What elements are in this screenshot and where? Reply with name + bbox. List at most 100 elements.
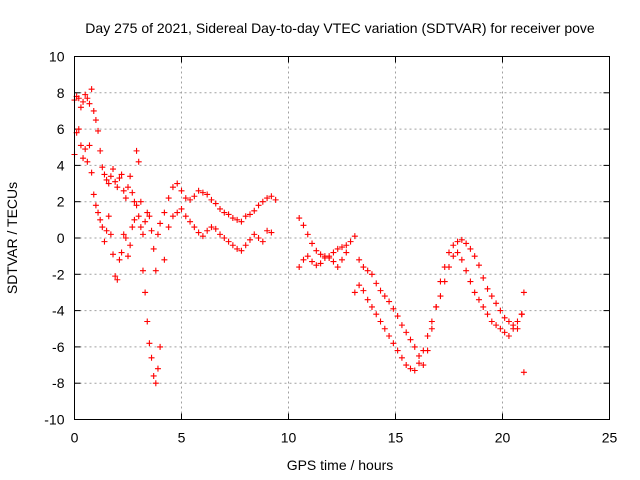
data-point-series-2 — [514, 318, 521, 325]
y-tick-label: 4 — [57, 157, 65, 173]
data-point-series-2 — [195, 229, 202, 236]
data-point-series-1 — [351, 233, 358, 240]
data-point-series-1 — [420, 362, 427, 369]
data-point-series-2 — [178, 205, 185, 212]
data-point-series-2 — [169, 213, 176, 220]
data-point-series-1 — [212, 200, 219, 207]
data-point-series-1 — [246, 211, 253, 218]
data-point-series-1 — [475, 262, 482, 269]
data-point-series-2 — [334, 264, 341, 271]
data-point-series-2 — [107, 231, 114, 238]
data-point-series-1 — [86, 100, 93, 107]
data-point-series-2 — [80, 155, 87, 162]
data-point-series-2 — [390, 340, 397, 347]
data-point-series-1 — [501, 314, 508, 321]
data-point-series-2 — [182, 213, 189, 220]
y-tick-label: -8 — [52, 375, 65, 391]
data-point-series-2 — [174, 209, 181, 216]
data-point-series-1 — [488, 293, 495, 300]
data-point-series-2 — [454, 249, 461, 256]
data-point-series-2 — [97, 216, 104, 223]
data-point-series-1 — [191, 193, 198, 200]
data-point-series-1 — [187, 196, 194, 203]
data-point-series-1 — [112, 178, 119, 185]
data-point-series-1 — [182, 195, 189, 202]
data-point-series-1 — [133, 202, 140, 209]
data-point-series-1 — [77, 104, 84, 111]
y-tick-label: -2 — [52, 266, 65, 282]
data-point-series-1 — [313, 247, 320, 254]
data-point-series-2 — [450, 253, 457, 260]
data-point-series-2 — [313, 262, 320, 269]
data-point-series-2 — [356, 282, 363, 289]
data-point-series-1 — [139, 231, 146, 238]
data-point-series-1 — [386, 298, 393, 305]
data-point-series-2 — [77, 142, 84, 149]
data-point-series-1 — [255, 202, 262, 209]
data-point-series-1 — [484, 285, 491, 292]
x-tick-label: 20 — [495, 430, 511, 446]
data-point-series-2 — [208, 224, 215, 231]
data-point-series-2 — [135, 158, 142, 165]
x-tick-label: 25 — [602, 430, 618, 446]
data-point-series-2 — [467, 278, 474, 285]
data-point-series-2 — [488, 318, 495, 325]
data-point-series-1 — [84, 95, 91, 102]
data-point-series-1 — [407, 336, 414, 343]
plot-frame — [74, 56, 610, 420]
data-point-series-1 — [161, 209, 168, 216]
data-point-series-2 — [360, 287, 367, 294]
data-point-series-1 — [480, 274, 487, 281]
data-point-series-2 — [122, 235, 129, 241]
data-point-series-1 — [131, 198, 138, 205]
data-point-series-2 — [259, 238, 266, 245]
data-point-series-1 — [520, 289, 527, 296]
data-point-series-2 — [377, 318, 384, 325]
data-point-series-1 — [88, 86, 95, 93]
data-point-series-1 — [142, 218, 149, 225]
data-point-series-1 — [97, 147, 104, 154]
data-point-series-1 — [110, 166, 117, 173]
data-point-series-1 — [127, 173, 134, 180]
data-point-series-1 — [403, 329, 410, 336]
data-point-series-2 — [101, 238, 108, 245]
data-point-series-2 — [463, 267, 470, 274]
data-point-series-2 — [518, 311, 525, 318]
data-point-series-1 — [343, 242, 350, 249]
y-tick-labels: -10 -8 -6 -4 -2 0 2 4 6 8 10 — [44, 49, 64, 428]
data-point-series-2 — [381, 325, 388, 332]
y-tick-label: -10 — [44, 412, 64, 428]
data-point-series-1 — [411, 343, 418, 350]
data-point-series-2 — [368, 303, 375, 310]
data-point-series-2 — [251, 231, 258, 238]
data-point-series-2 — [187, 218, 194, 225]
data-point-series-2 — [199, 233, 206, 240]
data-point-series-1 — [137, 224, 144, 231]
y-axis-label: SDTVAR / TECUs — [4, 182, 20, 294]
data-point-series-1 — [99, 164, 106, 171]
data-point-series-1 — [272, 196, 279, 203]
data-point-series-1 — [144, 209, 151, 216]
data-point-series-1 — [296, 215, 303, 222]
data-point-series-2 — [204, 227, 211, 234]
data-point-series-2 — [88, 169, 95, 176]
data-point-series-2 — [458, 256, 465, 263]
data-point-series-2 — [95, 209, 102, 216]
data-point-series-2 — [157, 343, 164, 350]
x-axis-label: GPS time / hours — [287, 457, 394, 473]
data-point-series-2 — [161, 256, 168, 263]
data-point-series-1 — [174, 180, 181, 187]
data-point-series-1 — [221, 209, 228, 216]
data-point-series-1 — [304, 231, 311, 238]
data-point-series-1 — [242, 213, 249, 220]
data-point-series-2 — [480, 303, 487, 310]
data-point-series-2 — [99, 224, 106, 231]
data-point-series-1 — [463, 240, 470, 247]
data-point-series-2 — [137, 198, 144, 205]
data-point-series-1 — [450, 242, 457, 249]
data-point-series-2 — [484, 311, 491, 318]
data-point-series-1 — [105, 180, 112, 187]
data-point-series-1 — [195, 187, 202, 194]
data-point-series-1 — [135, 213, 142, 220]
